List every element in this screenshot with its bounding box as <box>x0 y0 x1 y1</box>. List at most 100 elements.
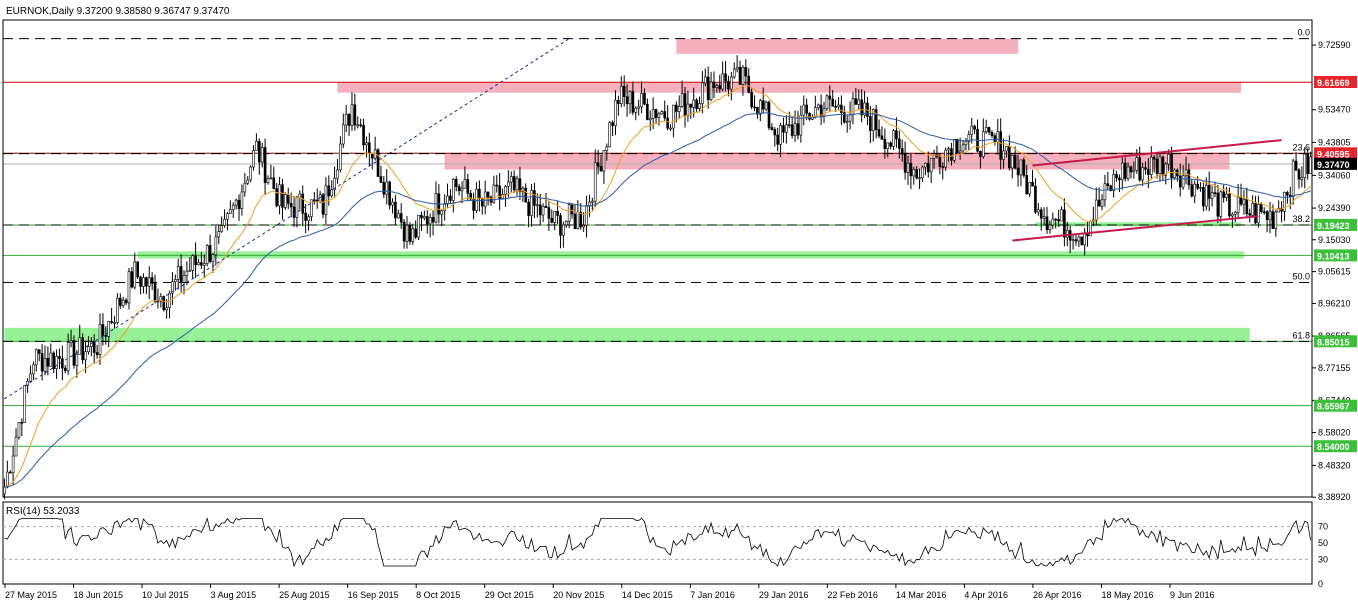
candle-body <box>284 194 287 208</box>
x-tick-label: 7 Jan 2016 <box>690 590 735 600</box>
candle-body <box>544 206 548 208</box>
candle-body <box>579 211 583 228</box>
candle-body <box>993 135 997 142</box>
candle-body <box>981 131 985 157</box>
candle-body <box>698 103 701 109</box>
candle-body <box>431 217 435 223</box>
candle-body <box>307 216 310 221</box>
candle-body <box>900 148 904 155</box>
trendline <box>1032 139 1282 167</box>
x-tick-label: 14 Dec 2015 <box>622 590 673 600</box>
candle-body <box>425 216 429 225</box>
candle-body <box>527 201 530 216</box>
candle-body <box>732 68 736 78</box>
candle-body <box>1202 187 1205 207</box>
candle-body <box>480 198 484 207</box>
candle-body <box>553 211 557 223</box>
candle-body <box>912 169 916 177</box>
candle-body <box>43 357 47 372</box>
candle-body <box>165 307 168 311</box>
x-tick-label: 29 Oct 2015 <box>485 590 534 600</box>
candle-body <box>564 220 568 226</box>
price-label-box <box>1314 218 1357 231</box>
candle-body <box>805 104 808 114</box>
candle-body <box>223 218 226 226</box>
candle-body <box>92 341 96 353</box>
candle-body <box>883 139 887 149</box>
candle-body <box>640 93 643 108</box>
candle-body <box>909 162 913 177</box>
candle-body <box>1077 236 1081 242</box>
candle-body <box>854 98 858 105</box>
candle-body <box>423 216 426 219</box>
candle-body <box>550 218 554 223</box>
candle-body <box>874 109 878 130</box>
price-label-box <box>1314 76 1357 89</box>
candle-body <box>226 213 229 220</box>
candle-body <box>1141 167 1144 181</box>
candle-body <box>202 263 206 266</box>
candle-body <box>382 182 386 195</box>
candle-body <box>1254 203 1257 224</box>
price-label: 9.10413 <box>1317 251 1350 261</box>
candle-body <box>1260 204 1263 213</box>
candle-body <box>26 380 29 386</box>
x-tick-label: 26 Apr 2016 <box>1033 590 1082 600</box>
candle-body <box>1123 162 1127 179</box>
candle-body <box>353 104 357 126</box>
candle-body <box>637 106 640 109</box>
candle-body <box>524 187 528 203</box>
candle-body <box>63 367 67 372</box>
candle-body <box>121 299 125 306</box>
candle-body <box>281 184 284 208</box>
rsi-tick-label: 0 <box>1318 579 1323 589</box>
candle-body <box>979 150 982 157</box>
candle-body <box>1057 219 1060 222</box>
candle-body <box>689 103 693 108</box>
fib-label: 23.6 <box>1292 143 1310 153</box>
candle-body <box>1283 192 1286 212</box>
candle-body <box>344 114 348 126</box>
fib-label: 61.8 <box>1292 330 1310 340</box>
rsi-label: RSI(14) 53.2033 <box>6 506 80 517</box>
y-tick-label: 8.96210 <box>1318 298 1351 308</box>
candle-body <box>1262 211 1266 214</box>
candle-body <box>906 162 910 173</box>
candle-body <box>52 352 55 369</box>
candle-body <box>104 335 108 337</box>
candle-body <box>321 194 325 215</box>
candle-body <box>1097 199 1101 207</box>
candle-body <box>822 108 826 117</box>
candle-body <box>932 153 936 159</box>
candle-body <box>469 193 473 200</box>
price-label: 8.54000 <box>1317 442 1350 452</box>
candle-body <box>950 148 953 161</box>
candle-body <box>1031 181 1034 187</box>
candle-body <box>162 296 166 311</box>
y-tick-label: 9.24390 <box>1318 203 1351 213</box>
candle-body <box>391 201 394 206</box>
candle-body <box>877 129 881 137</box>
price-label-box <box>1314 335 1357 348</box>
candle-body <box>816 104 820 108</box>
candle-body <box>573 213 577 230</box>
candle-body <box>1187 169 1191 185</box>
candle-body <box>646 103 649 121</box>
candle-body <box>715 85 719 88</box>
y-tick-label: 8.48320 <box>1318 460 1351 470</box>
candle-body <box>1149 156 1153 175</box>
candle-body <box>955 138 959 154</box>
candle-body <box>1173 169 1176 178</box>
candle-body <box>588 201 591 206</box>
candle-body <box>454 179 458 187</box>
candle-body <box>272 177 276 189</box>
rsi-tick-label: 50 <box>1318 538 1328 548</box>
candle-body <box>1083 233 1086 246</box>
candle-body <box>124 299 128 304</box>
candle-body <box>411 228 415 242</box>
candle-body <box>420 214 423 219</box>
candle-body <box>570 204 574 215</box>
candle-body <box>257 141 261 163</box>
